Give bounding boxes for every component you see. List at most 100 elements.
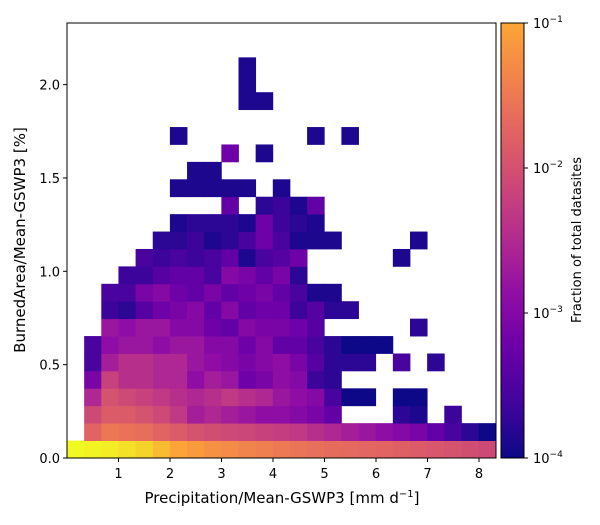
y-tick-label: 2.0 (39, 79, 60, 94)
heatmap-cell (84, 388, 102, 407)
heatmap-cell (187, 248, 205, 267)
heatmap-cell (152, 405, 171, 424)
heatmap-cell (255, 388, 274, 407)
heatmap-cell (289, 196, 308, 215)
heatmap-cell (392, 405, 411, 424)
heatmap-cell (187, 370, 205, 389)
heatmap-cell (272, 388, 291, 407)
heatmap-cell (204, 283, 222, 302)
y-axis-title: BurnedArea/Mean-GSWP3 [%] (11, 127, 29, 353)
heatmap-cell (272, 336, 291, 354)
heatmap-cell (238, 301, 257, 320)
heatmap-cell (341, 301, 359, 320)
heatmap-cell (444, 405, 462, 424)
heatmap-cell (84, 336, 102, 354)
heatmap-cell (289, 405, 308, 424)
heatmap-cell (221, 248, 239, 267)
heatmap-cell (187, 301, 205, 320)
heatmap-cell (221, 144, 239, 163)
heatmap-cell (204, 214, 222, 232)
heatmap-cell (221, 405, 239, 424)
heatmap-cell (118, 440, 136, 459)
heatmap-cell (307, 231, 325, 250)
heatmap-cell (238, 318, 257, 337)
heatmap-cell (375, 423, 394, 441)
heatmap-cell (169, 248, 188, 267)
heatmap-cell (392, 248, 411, 267)
heatmap-cell (272, 196, 291, 215)
y-tick-label: 0.5 (39, 359, 60, 374)
heatmap-cell (204, 336, 222, 354)
heatmap-cell (478, 423, 497, 441)
heatmap-cell (238, 214, 257, 232)
heatmap-cell (392, 353, 411, 372)
heatmap-cell (307, 301, 325, 320)
heatmap-cell (187, 440, 205, 459)
heatmap-cell (204, 370, 222, 389)
heatmap-cell (152, 353, 171, 372)
heatmap-cell (204, 248, 222, 267)
heatmap-cell (307, 336, 325, 354)
heatmap-cell (478, 440, 497, 459)
heatmap-cell (152, 336, 171, 354)
heatmap-cell (289, 423, 308, 441)
heatmap-cell (204, 161, 222, 180)
heatmap-cell (409, 405, 428, 424)
heatmap-cell (255, 248, 274, 267)
heatmap-cell (152, 318, 171, 337)
heatmap-cell (221, 440, 239, 459)
heatmap-cell (135, 423, 154, 441)
heatmap-cell (118, 388, 136, 407)
heatmap-cell (255, 318, 274, 337)
heatmap-cell (392, 388, 411, 407)
heatmap-cell (255, 196, 274, 215)
heatmap-cells (67, 57, 497, 459)
heatmap-cell (255, 214, 274, 232)
heatmap-cell (67, 440, 85, 459)
heatmap-cell (118, 353, 136, 372)
heatmap-cell (135, 301, 154, 320)
heatmap-cell (135, 318, 154, 337)
heatmap-cell (409, 318, 428, 337)
heatmap-cell (204, 405, 222, 424)
heatmap-cell (135, 266, 154, 285)
heatmap-cell (152, 423, 171, 441)
heatmap-cell (152, 266, 171, 285)
y-axis: 0.0 0.5 1.0 1.5 2.0 (39, 79, 67, 467)
heatmap-cell (255, 440, 274, 459)
heatmap-cell (238, 440, 257, 459)
heatmap-cell (204, 179, 222, 198)
heatmap-cell (187, 423, 205, 441)
y-tick-label: 1.5 (39, 172, 60, 187)
heatmap-cell (118, 423, 136, 441)
heatmap-cell (255, 266, 274, 285)
heatmap-cell (101, 283, 119, 302)
x-tick-label: 6 (372, 467, 380, 482)
x-tick-label: 5 (320, 467, 328, 482)
heatmap-cell (238, 336, 257, 354)
heatmap-cell (187, 353, 205, 372)
heatmap-cell (289, 388, 308, 407)
heatmap-cell (221, 214, 239, 232)
heatmap-cell (461, 440, 479, 459)
heatmap-cell (169, 388, 188, 407)
heatmap-cell (169, 179, 188, 198)
heatmap-cell (135, 283, 154, 302)
heatmap-cell (427, 353, 445, 372)
heatmap-cell (101, 423, 119, 441)
heatmap-cell (307, 196, 325, 215)
colorbar-tick-label: 10−4 (533, 450, 563, 467)
heatmap-cell (289, 318, 308, 337)
heatmap-cell (169, 423, 188, 441)
heatmap-cell (307, 388, 325, 407)
heatmap-cell (204, 266, 222, 285)
heatmap-cell (152, 248, 171, 267)
heatmap-cell (444, 440, 462, 459)
heatmap-cell (118, 266, 136, 285)
heatmap-cell (169, 127, 188, 145)
heatmap-cell (392, 423, 411, 441)
heatmap-cell (101, 388, 119, 407)
heatmap-cell (324, 353, 342, 372)
plot-frame (66, 22, 497, 459)
heatmap-cell (358, 388, 377, 407)
